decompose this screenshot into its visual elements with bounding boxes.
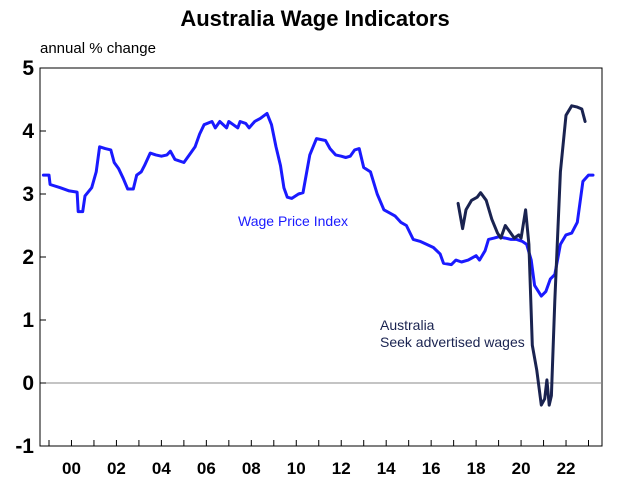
x-tick-label: 12 xyxy=(332,459,351,478)
plot-area-frame xyxy=(39,67,603,447)
seek-advertised-wages-label: Australia xyxy=(380,317,435,333)
y-tick-label: 0 xyxy=(22,372,34,395)
wage-price-index-line xyxy=(41,111,595,298)
series-group xyxy=(41,104,595,407)
x-tick-label: 08 xyxy=(242,459,261,478)
y-tick-label: -1 xyxy=(15,435,34,458)
x-tick-label: 14 xyxy=(377,459,396,478)
chart-title: Australia Wage Indicators xyxy=(180,6,450,31)
y-tick-label: 4 xyxy=(22,120,34,143)
y-axis-label: annual % change xyxy=(40,40,156,57)
wage-price-index-label: Wage Price Index xyxy=(238,213,348,229)
y-tick-label: 3 xyxy=(22,183,34,206)
x-tick-label: 00 xyxy=(62,459,81,478)
y-tick-label: 5 xyxy=(22,57,34,80)
x-axis-ticks: 00 02 04 06 08 10 12 14 16 18 20 22 xyxy=(48,440,590,478)
seek-advertised-wages-label: Seek advertised wages xyxy=(380,334,525,350)
x-tick-label: 02 xyxy=(107,459,126,478)
x-tick-label: 16 xyxy=(422,459,441,478)
y-tick-label: 1 xyxy=(22,309,34,332)
x-tick-label: 04 xyxy=(152,459,171,478)
seek-advertised-wages-line xyxy=(456,104,587,407)
y-tick-label: 2 xyxy=(22,246,34,269)
x-tick-label: 06 xyxy=(197,459,216,478)
x-tick-label: 20 xyxy=(512,459,531,478)
x-tick-label: 18 xyxy=(467,459,486,478)
y-axis-ticks: 5 4 3 2 1 0 -1 xyxy=(15,57,46,458)
x-tick-label: 22 xyxy=(557,459,576,478)
x-tick-label: 10 xyxy=(287,459,306,478)
